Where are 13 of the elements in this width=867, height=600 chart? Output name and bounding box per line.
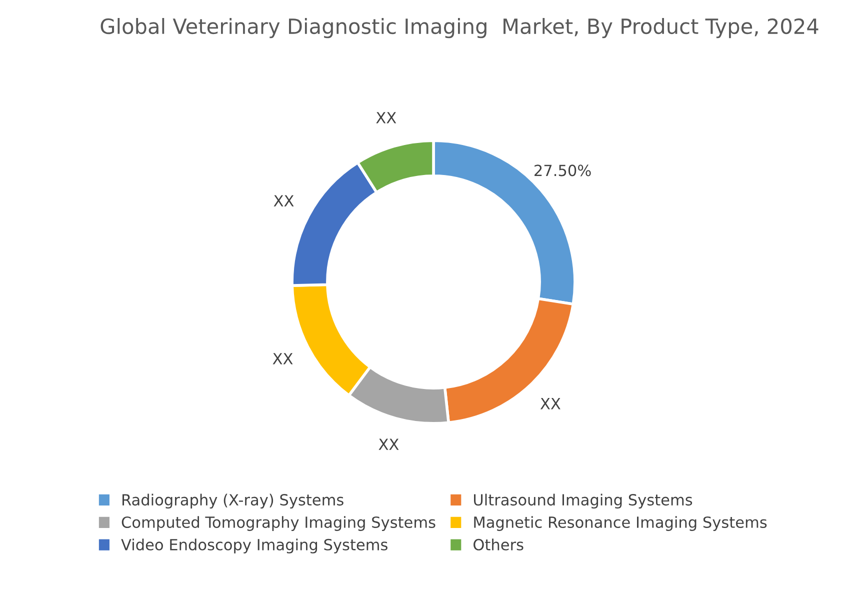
data-label: XX <box>376 112 396 124</box>
data-label: 27.50% <box>534 164 591 176</box>
data-label: XX <box>274 195 294 206</box>
data-label: XX <box>378 438 399 450</box>
legend-label: Magnetic Resonance Imaging Systems <box>474 516 767 531</box>
data-label: XX <box>540 398 560 410</box>
data-label: XX <box>272 353 293 364</box>
chart-title: Global Veterinary Diagnostic Imaging Market, By Product Type, 2024 <box>100 18 818 38</box>
legend-label: Video Endoscopy Imaging Systems <box>121 538 388 554</box>
legend-label: Ultrasound Imaging Systems <box>474 494 692 509</box>
legend-label: Others <box>474 538 524 550</box>
legend-label: Radiography (X-ray) Systems <box>122 494 344 509</box>
legend-label: Computed Tomography Imaging Systems <box>122 516 436 531</box>
